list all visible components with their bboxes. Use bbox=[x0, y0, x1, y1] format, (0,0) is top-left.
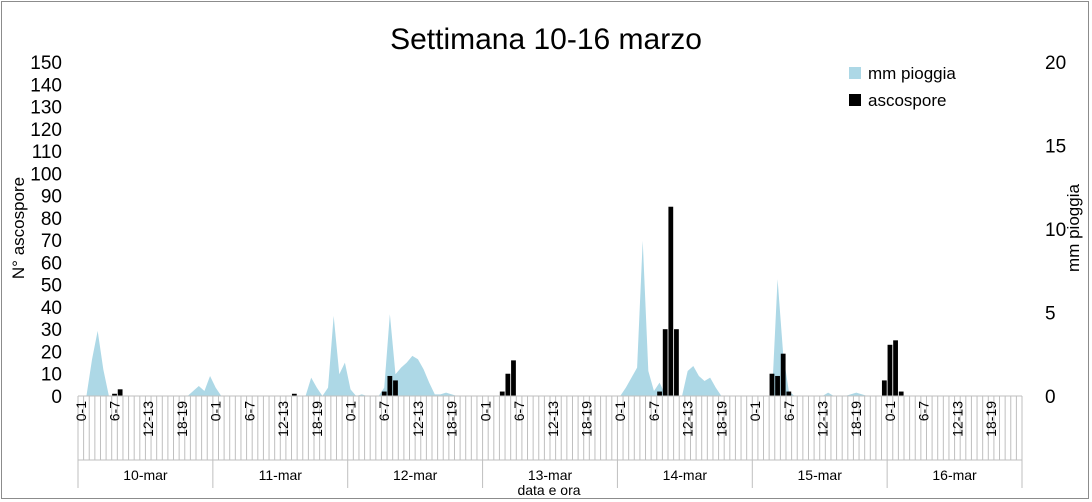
ascospore-bar-11 bbox=[668, 206, 674, 396]
y-left-tick-label: 130 bbox=[30, 98, 62, 119]
x-hour-label: 6-7 bbox=[511, 401, 527, 421]
ascospore-bar-3 bbox=[381, 391, 387, 396]
x-hour-label: 6-7 bbox=[376, 401, 392, 421]
x-hour-label: 6-7 bbox=[241, 401, 257, 421]
x-day-label: 15-mar bbox=[798, 467, 843, 483]
y-right-tick-label: 5 bbox=[1045, 304, 1056, 325]
y-left-tick-label: 120 bbox=[30, 120, 62, 141]
legend-label-ascospore: ascospore bbox=[868, 91, 946, 110]
y-left-tick-label: 30 bbox=[41, 320, 62, 341]
x-hour-label: 12-13 bbox=[949, 401, 965, 437]
y-left-tick-label: 140 bbox=[30, 75, 62, 96]
x-hour-label: 18-19 bbox=[174, 401, 190, 437]
x-day-label: 12-mar bbox=[393, 467, 438, 483]
x-hour-label: 12-13 bbox=[410, 401, 426, 437]
x-hour-label: 6-7 bbox=[916, 401, 932, 421]
ascospore-bar-20 bbox=[898, 391, 904, 396]
x-day-label: 10-mar bbox=[123, 467, 168, 483]
x-hour-label: 18-19 bbox=[848, 401, 864, 437]
ascospore-bar-10 bbox=[662, 329, 668, 396]
y-left-tick-label: 150 bbox=[30, 53, 62, 74]
y-axis-right-label: mm pioggia bbox=[1064, 184, 1083, 272]
ascospore-bar-16 bbox=[786, 391, 792, 396]
x-hour-label: 18-19 bbox=[309, 401, 325, 437]
ascospore-bar-14 bbox=[775, 375, 780, 396]
x-hour-label: 0-1 bbox=[73, 401, 89, 421]
x-hour-label: 18-19 bbox=[713, 401, 729, 437]
y-left-tick-label: 10 bbox=[41, 365, 62, 386]
ascospore-bar-4 bbox=[387, 375, 393, 396]
legend: mm pioggia ascospore bbox=[849, 64, 956, 110]
ascospore-bar-6 bbox=[499, 391, 505, 396]
x-hour-label: 0-1 bbox=[747, 401, 763, 421]
y-right-tick-label: 15 bbox=[1045, 137, 1066, 158]
legend-swatch-rain bbox=[849, 67, 861, 79]
rain-area bbox=[80, 240, 868, 396]
y-right-tick-label: 20 bbox=[1045, 53, 1066, 74]
x-hour-label: 18-19 bbox=[444, 401, 460, 437]
y-left-tick-label: 50 bbox=[41, 276, 62, 297]
ascospore-bar-2 bbox=[291, 393, 297, 396]
y-left-tick-label: 20 bbox=[41, 343, 62, 364]
x-day-label: 13-mar bbox=[528, 467, 573, 483]
x-hour-label: 12-13 bbox=[545, 401, 561, 437]
x-hour-label: 18-19 bbox=[983, 401, 999, 437]
ascospore-bar-18 bbox=[887, 344, 893, 396]
x-hour-label: 0-1 bbox=[477, 401, 493, 421]
y-right-tick-label: 10 bbox=[1045, 220, 1066, 241]
x-hour-label: 6-7 bbox=[781, 401, 797, 421]
y-left-tick-label: 110 bbox=[32, 142, 62, 163]
x-hour-label: 12-13 bbox=[815, 401, 831, 437]
y-left-tick-label: 60 bbox=[41, 253, 62, 274]
ascospore-bar-17 bbox=[881, 380, 887, 396]
ascospore-bar-13 bbox=[769, 373, 775, 396]
ascospore-bar-12 bbox=[674, 329, 679, 396]
x-hour-label: 6-7 bbox=[646, 401, 662, 421]
x-day-label: 11-mar bbox=[259, 467, 303, 483]
y-right-tick-label: 0 bbox=[1045, 387, 1056, 408]
ascospore-bar-5 bbox=[393, 380, 398, 396]
x-axis-label: data e ora bbox=[517, 482, 580, 498]
ascospore-bar-15 bbox=[780, 353, 786, 396]
legend-swatch-ascospore bbox=[849, 94, 861, 106]
x-hour-label: 0-1 bbox=[612, 401, 628, 421]
y-left-tick-label: 40 bbox=[41, 298, 62, 319]
y-left-tick-label: 0 bbox=[51, 387, 62, 408]
x-hour-label: 18-19 bbox=[579, 401, 595, 437]
x-hour-label: 0-1 bbox=[208, 401, 224, 421]
ascospore-bar-19 bbox=[893, 340, 898, 396]
ascospore-bar-0 bbox=[112, 393, 117, 396]
ascospore-bar-1 bbox=[117, 389, 123, 396]
ascospore-bar-8 bbox=[511, 360, 516, 396]
ascospore-bar-7 bbox=[505, 373, 511, 396]
ascospore-bar-9 bbox=[657, 391, 662, 396]
plot-area: 0102030405060708090100110120130140150051… bbox=[30, 53, 1066, 488]
y-left-tick-label: 100 bbox=[30, 164, 62, 185]
x-hour-label: 0-1 bbox=[343, 401, 359, 421]
y-left-tick-label: 70 bbox=[41, 231, 62, 252]
x-day-label: 14-mar bbox=[663, 467, 708, 483]
x-hour-label: 12-13 bbox=[275, 401, 291, 437]
y-axis-left-label: N° ascospore bbox=[9, 177, 28, 279]
x-hour-label: 6-7 bbox=[107, 401, 123, 421]
y-left-tick-label: 80 bbox=[41, 209, 62, 230]
legend-label-rain: mm pioggia bbox=[868, 64, 956, 83]
x-hour-label: 12-13 bbox=[140, 401, 156, 437]
x-hour-label: 0-1 bbox=[882, 401, 898, 421]
chart-title: Settimana 10-16 marzo bbox=[390, 23, 702, 56]
y-left-tick-label: 90 bbox=[41, 187, 62, 208]
x-hour-label: 12-13 bbox=[680, 401, 696, 437]
x-day-label: 16-mar bbox=[932, 467, 977, 483]
